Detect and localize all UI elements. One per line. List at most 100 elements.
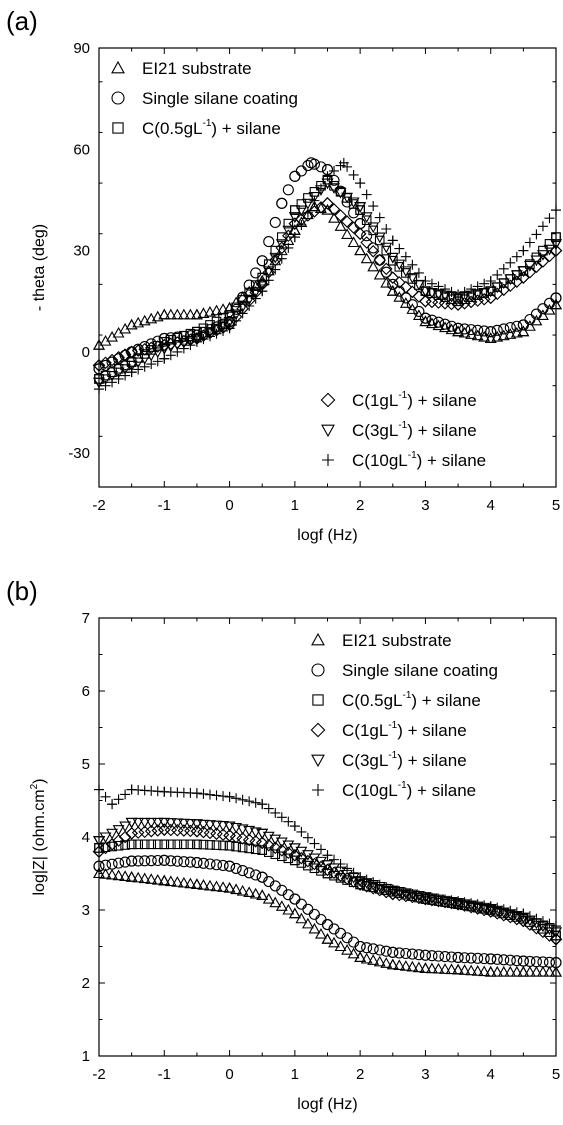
data-point	[92, 359, 106, 372]
data-point	[159, 353, 170, 364]
data-point	[400, 251, 411, 262]
data-point	[192, 839, 202, 850]
data-point	[223, 881, 236, 893]
legend-label-suffix: ) + silane	[397, 751, 466, 770]
data-point	[354, 218, 366, 230]
data-point	[204, 327, 216, 338]
data-point	[426, 314, 438, 326]
data-point	[112, 869, 125, 881]
data-point	[551, 205, 561, 216]
data-point	[361, 874, 372, 885]
data-point	[171, 339, 184, 351]
data-point	[504, 274, 517, 286]
legend-label-text: Single silane coating	[342, 661, 498, 680]
data-point	[335, 160, 346, 171]
data-point	[120, 370, 131, 381]
data-point	[164, 341, 177, 353]
data-point	[518, 245, 529, 256]
data-point	[308, 908, 320, 920]
x-tick-label: 3	[421, 1066, 429, 1083]
data-point	[551, 930, 561, 941]
data-point	[145, 350, 158, 362]
data-point	[107, 377, 118, 388]
data-point	[334, 940, 347, 952]
data-point	[322, 171, 333, 182]
data-point	[341, 944, 354, 955]
y-tick-label: 90	[73, 40, 90, 57]
data-point	[262, 839, 276, 852]
data-point	[146, 359, 157, 370]
legend-label-text: C(0.5gL	[142, 119, 202, 138]
plot-frame	[98, 617, 557, 1057]
data-point	[401, 268, 411, 278]
data-point	[106, 828, 118, 840]
data-point	[368, 225, 379, 236]
data-point	[93, 860, 105, 872]
data-point	[368, 877, 379, 888]
data-point	[308, 158, 320, 170]
data-point	[393, 276, 406, 289]
data-point	[295, 898, 307, 910]
data-point	[138, 354, 151, 365]
x-tick-label: 4	[487, 497, 495, 514]
data-point	[354, 202, 367, 213]
data-point	[99, 374, 112, 386]
data-point	[295, 851, 308, 865]
data-point	[275, 241, 289, 255]
data-point	[361, 189, 372, 200]
data-point	[471, 965, 484, 976]
data-point	[236, 884, 249, 896]
data-point	[217, 320, 229, 332]
data-point	[125, 871, 138, 882]
x-tick-label: 0	[225, 1066, 233, 1083]
data-point	[399, 960, 412, 971]
data-point	[308, 922, 321, 934]
data-point	[348, 207, 360, 219]
data-point	[465, 952, 477, 964]
data-point	[551, 232, 561, 242]
data-point	[355, 872, 366, 883]
data-point	[341, 228, 354, 239]
y-tick-label: 30	[73, 243, 90, 260]
data-point	[367, 954, 380, 965]
data-point	[172, 346, 183, 357]
data-point	[426, 962, 438, 974]
data-point	[380, 242, 393, 254]
data-point	[288, 848, 302, 862]
y-tick-label: 1	[82, 1048, 90, 1065]
data-point	[118, 830, 132, 844]
legend-label-superscript: -1	[202, 118, 211, 129]
data-point	[504, 954, 516, 966]
legend-marker	[311, 632, 325, 646]
data-point	[126, 367, 137, 378]
data-point	[361, 230, 373, 242]
data-point	[484, 965, 497, 977]
data-point	[523, 320, 536, 331]
data-point	[354, 244, 367, 256]
data-point	[184, 335, 197, 347]
data-point	[459, 323, 471, 335]
data-point	[177, 308, 190, 320]
data-point	[132, 855, 144, 867]
data-point	[381, 882, 392, 893]
data-point	[210, 323, 223, 335]
legend-top-left: EI21 substrate Single silane coating C(0.5…	[111, 59, 298, 138]
data-point	[204, 858, 216, 870]
data-point	[296, 826, 307, 837]
data-point	[283, 218, 294, 229]
data-point	[439, 963, 451, 974]
data-point	[275, 239, 288, 250]
data-point	[210, 859, 223, 871]
series-plus	[94, 157, 561, 395]
x-tick-label: 2	[356, 1066, 364, 1083]
data-point	[302, 903, 314, 915]
data-point	[133, 839, 143, 850]
panel-b: (b) -2 -1 0 1 2 3 4 5 1 2 3 4 5 6 7 logf (Hz) log|Z| (oh…	[6, 576, 563, 1113]
data-point	[282, 903, 295, 915]
data-point	[406, 285, 419, 299]
data-point	[329, 165, 340, 176]
data-point	[347, 221, 360, 234]
data-point	[537, 956, 549, 968]
legend-top-right: EI21 substrate Single silane coating C(0.5…	[310, 631, 498, 800]
